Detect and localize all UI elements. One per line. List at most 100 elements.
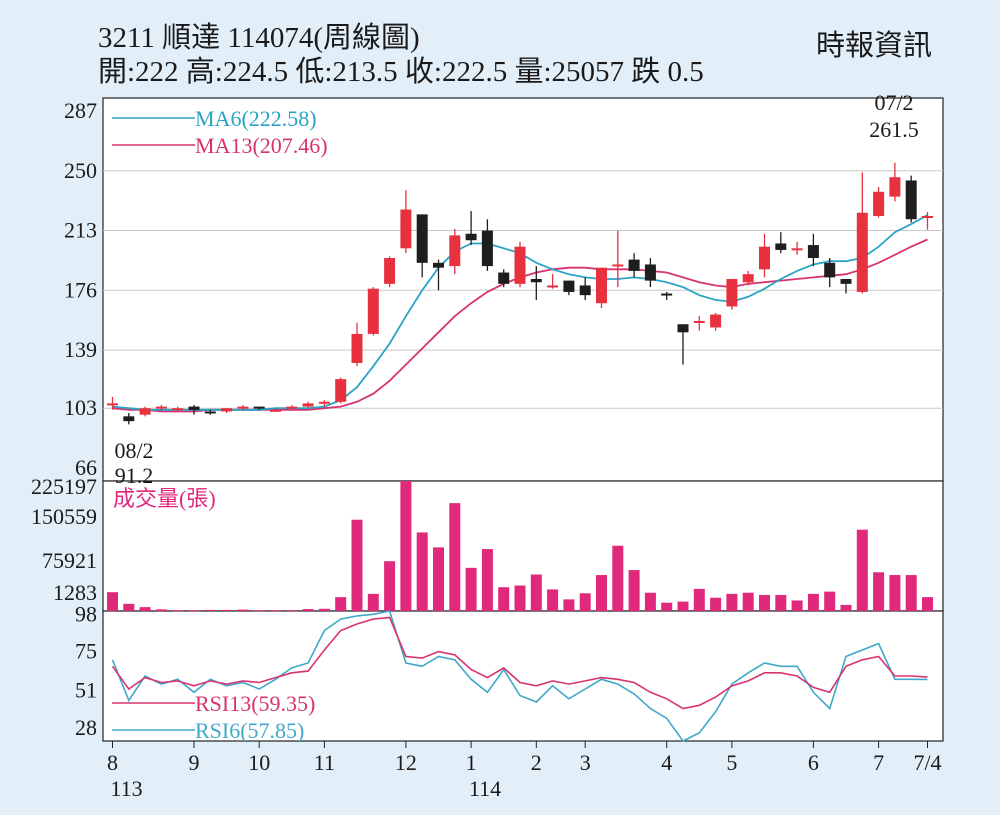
volume-bar — [889, 575, 901, 611]
candle-body — [302, 403, 314, 407]
volume-bar — [384, 561, 396, 611]
candle-body — [791, 248, 803, 251]
candle-body — [759, 246, 770, 270]
volume-bar — [791, 600, 803, 611]
candle-body — [465, 233, 477, 241]
month-label: 4 — [661, 750, 672, 775]
month-label: 5 — [726, 750, 737, 775]
candle-body — [596, 267, 607, 304]
candle-body — [433, 262, 444, 268]
candle-body — [661, 293, 673, 296]
volume-bar — [155, 609, 167, 611]
volume-bar — [710, 597, 722, 611]
volume-bar — [807, 593, 819, 611]
volume-bar — [318, 608, 330, 611]
volume-bar — [677, 601, 689, 611]
candle-body — [873, 191, 885, 216]
rsi6-line — [111, 610, 928, 743]
volume-bar — [335, 597, 347, 611]
volume-bar — [579, 593, 591, 611]
source-label: 時報資訊 — [816, 30, 933, 62]
volume-bar — [139, 607, 151, 611]
year-label: 114 — [469, 776, 501, 801]
volume-bar — [449, 503, 461, 611]
rsi-tick-label: 98 — [75, 601, 97, 626]
candle-body — [204, 411, 216, 414]
candle-body — [270, 409, 281, 412]
volume-bar — [661, 602, 673, 611]
volume-bar — [873, 572, 885, 611]
low-date-label: 08/2 — [114, 438, 153, 463]
price-tick-label: 103 — [64, 395, 97, 420]
volume-bar — [302, 609, 314, 611]
volume-bar — [221, 609, 233, 611]
volume-bar — [775, 594, 787, 611]
volume-title: 成交量(張) — [113, 486, 216, 511]
price-panel — [102, 97, 944, 482]
candle-body — [677, 324, 689, 333]
volume-bar — [628, 570, 640, 611]
candle-body — [807, 245, 819, 258]
high-date-label: 07/2 — [874, 90, 913, 115]
candle-body — [856, 212, 868, 292]
candle-body — [318, 401, 330, 404]
candle-body — [530, 279, 542, 283]
volume-bar — [498, 587, 510, 611]
rsi13-line — [111, 616, 928, 710]
price-tick-label: 287 — [64, 98, 97, 123]
candle-body — [628, 259, 640, 271]
volume-bar — [563, 599, 575, 611]
rsi-tick-label: 28 — [75, 715, 97, 740]
month-label: 8 — [107, 750, 118, 775]
volume-bar — [514, 585, 526, 611]
volume-bar — [286, 610, 298, 612]
volume-bar — [644, 592, 656, 611]
candle-body — [367, 288, 379, 334]
candle-body — [416, 214, 428, 263]
volume-bar — [742, 592, 754, 611]
candle-body — [351, 333, 363, 363]
volume-bar — [433, 547, 444, 611]
candle-body — [612, 264, 624, 267]
volume-bar — [400, 481, 412, 611]
volume-tick-label: 225197 — [31, 474, 97, 499]
candle-body — [139, 408, 151, 415]
month-label: 9 — [189, 750, 200, 775]
candle-body — [693, 321, 705, 323]
candle-body — [123, 416, 135, 422]
candle-body — [563, 280, 575, 292]
rsi-tick-label: 75 — [75, 639, 97, 664]
volume-bar — [840, 604, 852, 611]
ma13-legend-label: MA13(207.46) — [195, 133, 328, 158]
month-label: 1 — [466, 750, 477, 775]
candle-body — [384, 258, 396, 284]
month-label: 6 — [808, 750, 819, 775]
month-label: 2 — [531, 750, 542, 775]
candle-body — [449, 235, 461, 267]
ma6-legend-label: MA6(222.58) — [195, 106, 317, 131]
volume-bar — [204, 609, 216, 611]
volume-bar — [107, 592, 118, 611]
volume-tick-label: 150559 — [31, 504, 97, 529]
candle-body — [889, 177, 901, 197]
year-label: 113 — [110, 776, 142, 801]
candle-body — [221, 408, 233, 412]
volume-bar — [237, 609, 249, 611]
month-label: 3 — [580, 750, 591, 775]
volume-bar — [270, 610, 281, 612]
volume-tick-label: 1283 — [53, 580, 97, 605]
candle-body — [498, 272, 510, 284]
volume-bar — [693, 588, 705, 611]
volume-bar — [172, 610, 184, 612]
month-label: 11 — [314, 750, 335, 775]
candle-body — [107, 403, 118, 406]
volume-bar — [547, 589, 559, 611]
volume-bar — [481, 549, 493, 611]
volume-bar — [824, 591, 836, 611]
candle-body — [253, 406, 265, 409]
candle-body — [775, 243, 787, 250]
volume-bar — [922, 597, 933, 611]
candle-body — [742, 274, 754, 283]
candle-body — [644, 264, 656, 281]
